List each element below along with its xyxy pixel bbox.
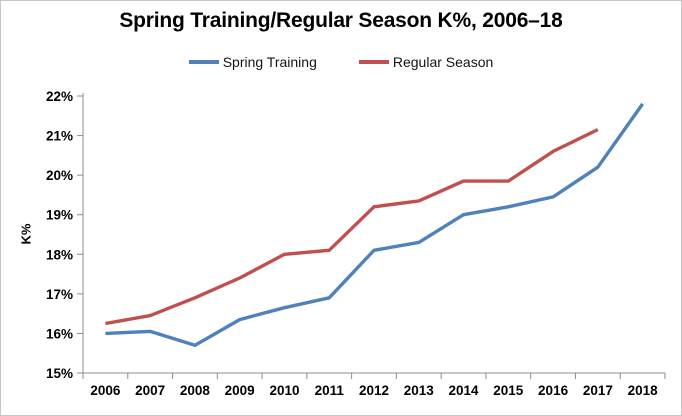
x-tick-label: 2007 xyxy=(135,383,165,398)
x-tick-label: 2009 xyxy=(225,383,255,398)
y-tick-label: 15% xyxy=(46,366,73,381)
y-tick-label: 17% xyxy=(46,287,73,302)
legend: Spring Training Regular Season xyxy=(1,54,681,70)
legend-item-spring-training: Spring Training xyxy=(188,54,317,70)
y-tick-label: 19% xyxy=(46,208,73,223)
y-tick-label: 22% xyxy=(46,89,73,104)
x-tick-label: 2008 xyxy=(180,383,211,398)
legend-swatch-spring-training-icon xyxy=(188,60,219,64)
y-tick-label: 18% xyxy=(46,247,73,262)
x-tick-label: 2010 xyxy=(269,383,299,398)
legend-item-regular-season: Regular Season xyxy=(358,54,494,70)
series-line-spring-training xyxy=(105,102,644,347)
y-tick-label: 21% xyxy=(46,129,73,144)
x-tick-label: 2018 xyxy=(628,383,659,398)
x-tick-label: 2014 xyxy=(449,383,480,398)
y-tick-label: 20% xyxy=(46,168,73,183)
x-tick-label: 2011 xyxy=(315,383,345,398)
legend-swatch-regular-season-icon xyxy=(358,60,389,64)
series-line-regular-season xyxy=(105,128,599,326)
x-tick-label: 2017 xyxy=(583,383,613,398)
chart-title: Spring Training/Regular Season K%, 2006–… xyxy=(119,9,563,32)
x-tick-label: 2013 xyxy=(404,383,435,398)
legend-label-regular-season: Regular Season xyxy=(392,54,494,70)
y-tick-label: 16% xyxy=(46,326,73,341)
x-tick-label: 2015 xyxy=(493,383,524,398)
x-tick-label: 2012 xyxy=(359,383,389,398)
legend-label-spring-training: Spring Training xyxy=(222,54,317,70)
x-tick-label: 2016 xyxy=(538,383,569,398)
x-tick-label: 2006 xyxy=(90,383,121,398)
